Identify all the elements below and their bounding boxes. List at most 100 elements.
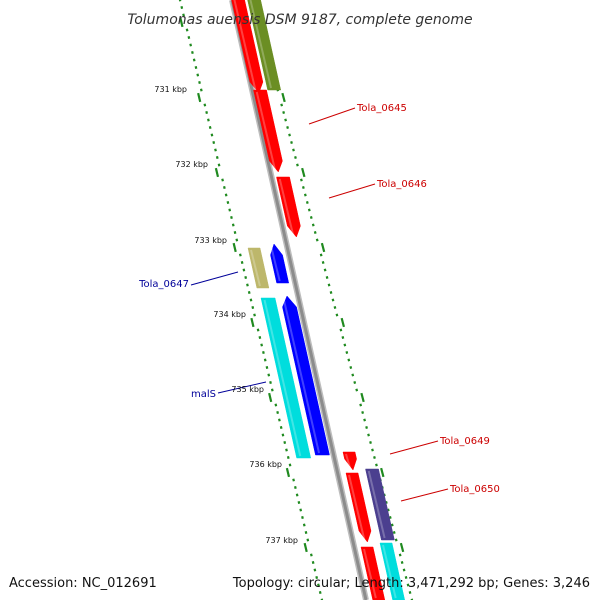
inner-ruler-minor-tick — [208, 126, 212, 129]
feature-blue-long[interactable] — [282, 295, 330, 456]
gene-label-leader — [217, 381, 267, 394]
gene-features[interactable] — [231, 0, 405, 600]
scale-label: 733 kbp — [194, 236, 227, 245]
gene-label[interactable]: Tola_0649 — [439, 436, 490, 447]
gene-label[interactable]: Tola_0650 — [449, 484, 500, 495]
inner-ruler-minor-tick — [182, 13, 185, 17]
inner-ruler-minor-tick — [315, 576, 319, 579]
inner-ruler-minor-tick — [212, 141, 216, 144]
outer-ruler-minor-tick — [392, 531, 396, 534]
outer-ruler-minor-tick — [280, 103, 284, 107]
outer-ruler-minor-tick — [408, 591, 412, 594]
feature-red-lower-highlight — [348, 474, 366, 541]
outer-ruler-minor-tick — [339, 328, 343, 332]
feature-tola-0650[interactable] — [365, 468, 395, 541]
inner-ruler-major-tick — [197, 92, 202, 103]
outer-ruler-minor-tick — [375, 463, 378, 467]
outer-ruler-minor-tick — [349, 366, 353, 369]
inner-ruler-minor-tick — [226, 201, 230, 204]
scale-label: 734 kbp — [213, 310, 246, 319]
inner-ruler-major-tick — [250, 317, 255, 328]
outer-ruler-minor-tick — [305, 201, 309, 204]
outer-ruler-minor-tick — [333, 306, 337, 309]
outer-ruler-minor-tick — [369, 441, 372, 444]
outer-ruler-minor-tick — [388, 516, 392, 519]
outer-ruler-minor-tick — [410, 598, 414, 600]
feature-blue-small[interactable] — [270, 243, 290, 284]
feature-mals-highlight — [263, 299, 302, 457]
outer-ruler-minor-tick — [286, 126, 289, 129]
scale-label: 731 kbp — [154, 85, 187, 94]
outer-ruler-minor-tick — [384, 501, 388, 504]
outer-ruler-major-tick — [399, 542, 405, 553]
gene-label-leader — [389, 440, 439, 455]
feature-tola-0647-highlight — [250, 249, 261, 287]
inner-ruler-minor-tick — [180, 6, 184, 9]
feature-red-bottom[interactable] — [360, 546, 386, 600]
feature-tola-0647[interactable] — [247, 247, 270, 289]
outer-ruler-minor-tick — [371, 448, 374, 452]
inner-ruler-minor-tick — [247, 291, 251, 294]
inner-ruler-minor-tick — [223, 186, 226, 189]
feature-red-top-highlight — [233, 0, 257, 92]
inner-ruler-minor-tick — [198, 81, 201, 84]
feature-tola-0649-highlight — [345, 453, 351, 469]
feature-tola-0646[interactable] — [276, 176, 301, 238]
gene-label[interactable]: Tola_0646 — [376, 179, 427, 190]
feature-blue-small-highlight — [270, 245, 281, 282]
outer-ruler-minor-tick — [301, 186, 305, 189]
feature-tola-0649[interactable] — [342, 451, 357, 471]
gene-label-leader — [190, 271, 239, 286]
inner-ruler-minor-tick — [309, 553, 313, 557]
inner-ruler-minor-tick — [233, 231, 237, 234]
inner-ruler-minor-tick — [210, 133, 214, 137]
gene-labels[interactable]: Tola_0645 Tola_0646 Tola_0647 malS Tola_0649… — [138, 103, 500, 502]
inner-ruler-minor-tick — [240, 261, 244, 264]
outer-ruler-minor-tick — [351, 373, 355, 377]
inner-ruler-minor-tick — [215, 156, 219, 159]
inner-ruler-minor-tick — [279, 426, 283, 429]
inner-ruler-minor-tick — [228, 208, 232, 212]
outer-ruler-minor-tick — [288, 133, 291, 137]
feature-cyan-bottom-highlight — [382, 544, 397, 599]
feature-mals[interactable] — [260, 297, 312, 459]
feature-tola-0645[interactable] — [253, 89, 283, 173]
feature-tola-0645-highlight — [255, 91, 277, 171]
inner-ruler-minor-tick — [231, 223, 235, 227]
outer-ruler-minor-tick — [327, 283, 331, 287]
feature-cyan-bottom[interactable] — [379, 542, 405, 600]
gene-label[interactable]: Tola_0645 — [356, 103, 407, 114]
inner-ruler-minor-tick — [235, 238, 239, 242]
inner-ruler-major-tick — [268, 392, 273, 403]
outer-ruler-minor-tick — [325, 276, 329, 279]
inner-ruler-major-tick — [179, 17, 184, 28]
inner-ruler-minor-tick — [196, 73, 200, 77]
inner-ruler-minor-tick — [294, 486, 297, 489]
inner-ruler-minor-tick — [242, 268, 246, 272]
inner-ruler-minor-tick — [265, 366, 269, 369]
outer-ruler-minor-tick — [355, 388, 359, 392]
inner-ruler-minor-tick — [189, 43, 193, 47]
gene-label[interactable]: malS — [191, 389, 216, 400]
inner-ruler-minor-tick — [260, 343, 264, 347]
feature-olive-top[interactable] — [247, 0, 282, 91]
outer-ruler-minor-tick — [290, 141, 293, 144]
inner-ruler-minor-tick — [269, 381, 272, 384]
feature-red-lower[interactable] — [345, 472, 372, 543]
inner-ruler-minor-tick — [246, 283, 249, 287]
outer-ruler-minor-tick — [313, 231, 317, 234]
inner-ruler-minor-tick — [285, 448, 288, 452]
feature-red-bottom-highlight — [363, 548, 377, 599]
gene-label-leader — [400, 488, 449, 502]
inner-ruler-minor-tick — [301, 516, 304, 519]
outer-ruler-minor-tick — [294, 156, 297, 159]
outer-ruler-minor-tick — [406, 583, 410, 587]
inner-ruler-minor-tick — [244, 276, 248, 279]
inner-ruler-minor-tick — [203, 103, 207, 107]
feature-red-top[interactable] — [231, 0, 264, 94]
inner-ruler-minor-tick — [263, 358, 267, 362]
gene-label[interactable]: Tola_0647 — [138, 279, 189, 290]
outer-ruler-minor-tick — [361, 411, 365, 414]
scale-label: 732 kbp — [175, 160, 208, 169]
